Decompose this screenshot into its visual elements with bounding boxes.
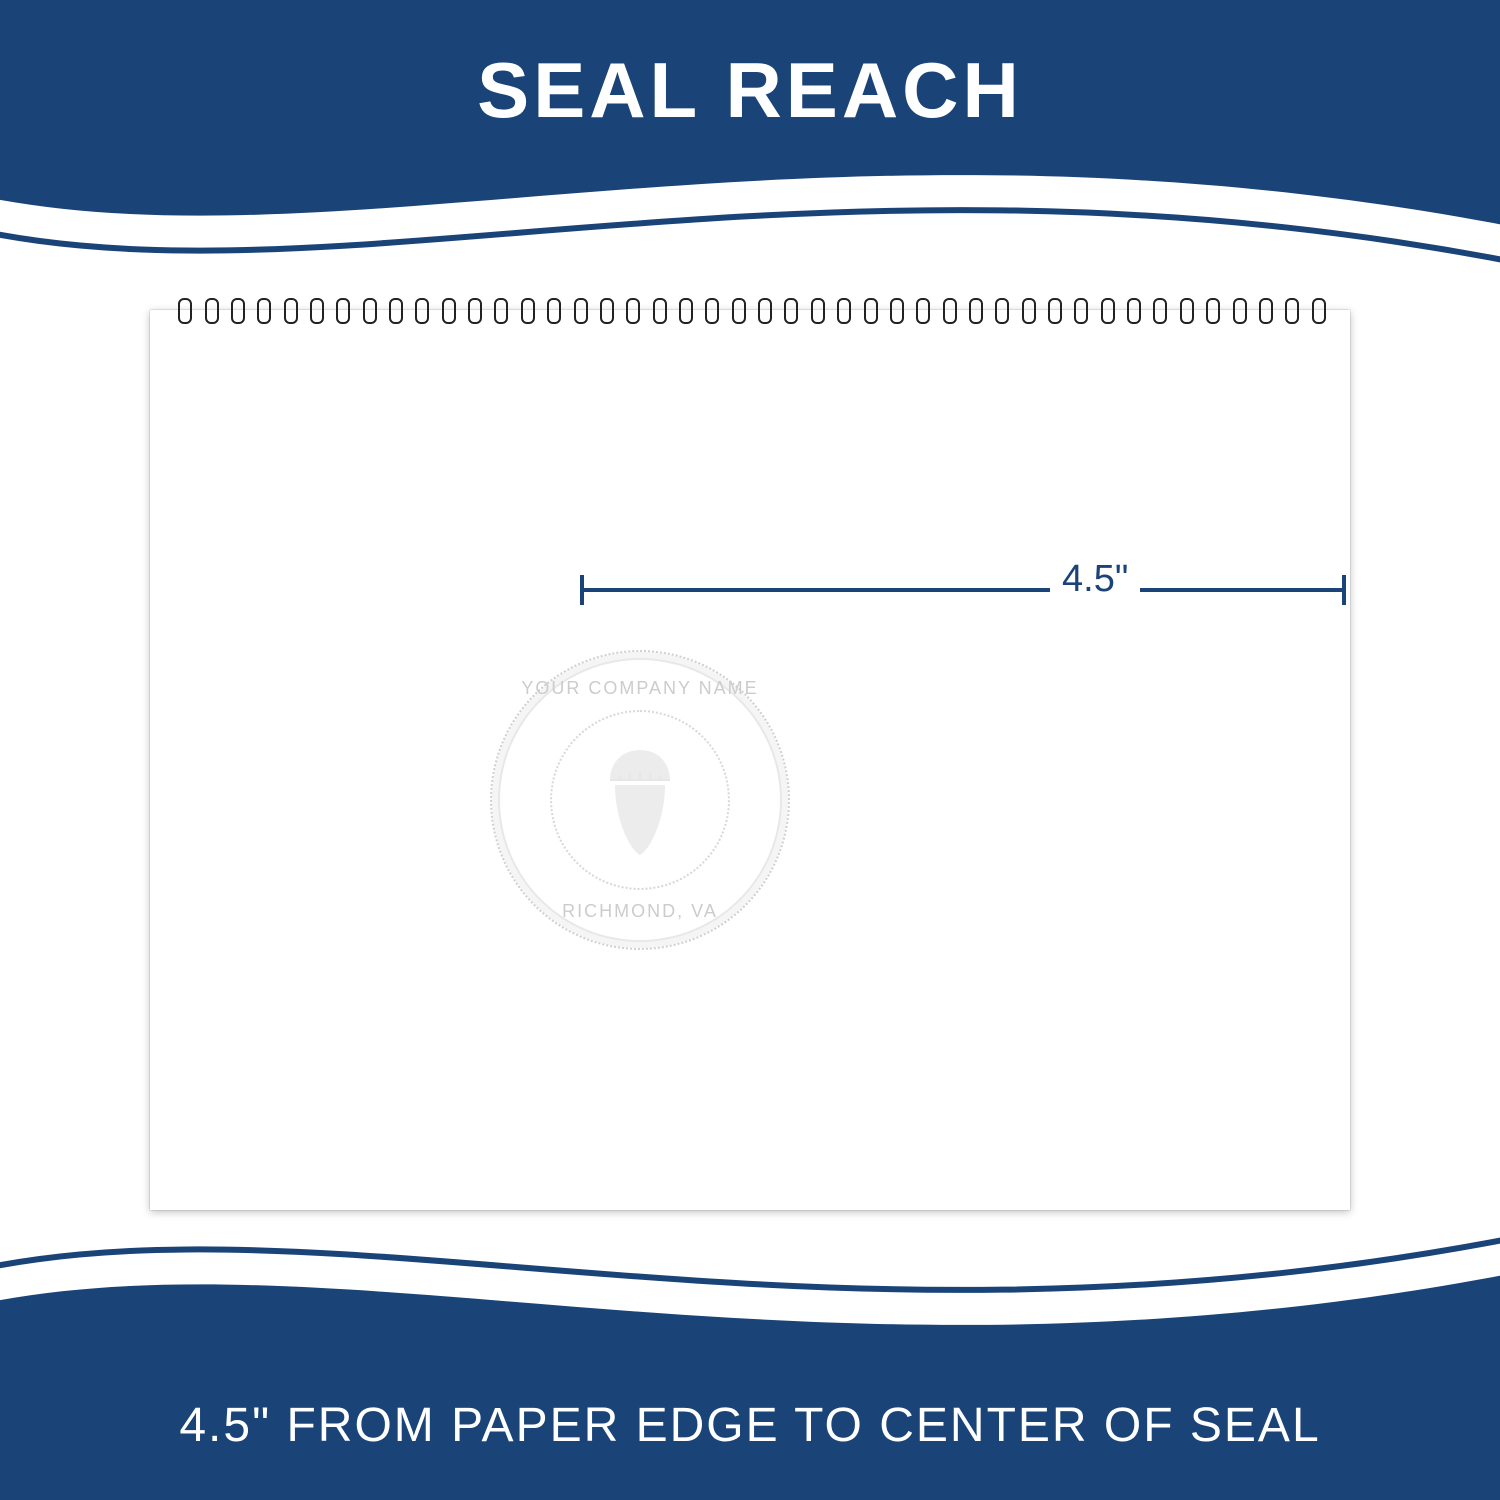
spiral-ring: [1072, 296, 1086, 324]
spiral-ring: [1283, 296, 1297, 324]
spiral-ring: [624, 296, 638, 324]
spiral-ring: [703, 296, 717, 324]
spiral-ring: [862, 296, 876, 324]
spiral-ring: [334, 296, 348, 324]
spiral-ring: [809, 296, 823, 324]
spiral-ring: [1257, 296, 1271, 324]
page-title: SEAL REACH: [477, 45, 1023, 136]
spiral-ring: [914, 296, 928, 324]
spiral-ring: [756, 296, 770, 324]
spiral-ring: [888, 296, 902, 324]
spiral-ring: [730, 296, 744, 324]
spiral-ring: [835, 296, 849, 324]
footer-description: 4.5" FROM PAPER EDGE TO CENTER OF SEAL: [179, 1398, 1320, 1453]
spiral-ring: [967, 296, 981, 324]
spiral-ring: [1204, 296, 1218, 324]
spiral-binding: [170, 296, 1330, 326]
spiral-ring: [1020, 296, 1034, 324]
spiral-ring: [1125, 296, 1139, 324]
spiral-ring: [1178, 296, 1192, 324]
spiral-ring: [308, 296, 322, 324]
spiral-ring: [1151, 296, 1165, 324]
measurement-label: 4.5": [1050, 558, 1140, 601]
spiral-ring: [203, 296, 217, 324]
seal-company-text: YOUR COMPANY NAME: [490, 678, 790, 699]
spiral-ring: [651, 296, 665, 324]
spiral-ring: [255, 296, 269, 324]
embossed-seal: YOUR COMPANY NAME RICHMOND, VA: [490, 650, 790, 950]
spiral-ring: [993, 296, 1007, 324]
header-band: SEAL REACH: [0, 0, 1500, 180]
spiral-ring: [519, 296, 533, 324]
seal-location-text: RICHMOND, VA: [490, 901, 790, 922]
spiral-ring: [1310, 296, 1324, 324]
spiral-ring: [1231, 296, 1245, 324]
spiral-ring: [598, 296, 612, 324]
spiral-ring: [572, 296, 586, 324]
spiral-ring: [387, 296, 401, 324]
spiral-ring: [545, 296, 559, 324]
spiral-ring: [361, 296, 375, 324]
spiral-ring: [492, 296, 506, 324]
spiral-ring: [1099, 296, 1113, 324]
notebook-paper: 4.5" YOUR COMPANY NAME RICHMOND, VA: [150, 310, 1350, 1210]
footer-band: 4.5" FROM PAPER EDGE TO CENTER OF SEAL: [0, 1350, 1500, 1500]
measurement-indicator: [580, 570, 1348, 610]
spiral-ring: [229, 296, 243, 324]
spiral-ring: [677, 296, 691, 324]
spiral-ring: [413, 296, 427, 324]
acorn-icon: [590, 740, 690, 860]
spiral-ring: [782, 296, 796, 324]
spiral-ring: [941, 296, 955, 324]
spiral-ring: [440, 296, 454, 324]
spiral-ring: [466, 296, 480, 324]
spiral-ring: [176, 296, 190, 324]
spiral-ring: [282, 296, 296, 324]
spiral-ring: [1046, 296, 1060, 324]
